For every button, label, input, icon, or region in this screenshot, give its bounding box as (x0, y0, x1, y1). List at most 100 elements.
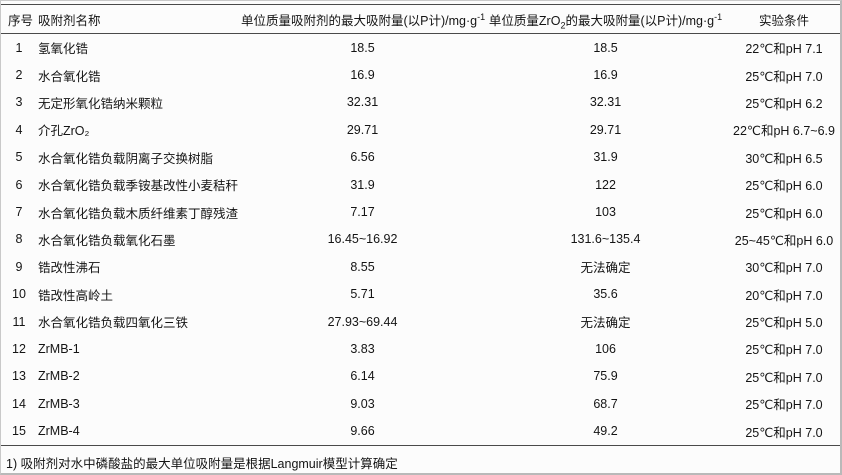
cell-max-adsorption-per-zro2: 131.6~135.4 (570, 232, 641, 247)
table-row: 11 水合氧化锆负载四氧化三铁 27.93~69.44 无法确定 25℃和pH … (1, 308, 840, 335)
cell-adsorbent-name: 水合氧化锆负载四氧化三铁 (38, 316, 189, 331)
header-col4-superscript: -1 (714, 11, 723, 22)
cell-adsorbent-name: 水合氧化锆负载氧化石墨 (38, 233, 176, 248)
cell-max-adsorption-per-zro2: 无法确定 (580, 261, 631, 276)
cell-adsorbent-name: 水合氧化锆 (38, 69, 101, 84)
table-row: 2 水合氧化锆 16.9 16.9 25℃和pH 7.0 (1, 61, 840, 88)
cell-max-adsorption-per-adsorbent: 3.83 (350, 341, 375, 356)
table-row: 8 水合氧化锆负载氧化石墨 16.45~16.92 131.6~135.4 25… (1, 226, 840, 253)
cell-serial-number: 8 (15, 232, 23, 247)
table-row: 9 锆改性沸石 8.55 无法确定 30℃和pH 7.0 (1, 253, 840, 280)
header-col4-text-mid: 的最大吸附量(以P计)/mg·g (565, 13, 715, 28)
header-col4-subscript: 2 (560, 20, 566, 30)
cell-serial-number: 12 (12, 341, 26, 356)
cell-max-adsorption-per-adsorbent: 16.9 (350, 68, 375, 83)
cell-experimental-conditions: 30℃和pH 6.5 (745, 151, 823, 166)
cell-serial-number: 14 (12, 396, 26, 411)
cell-max-adsorption-per-zro2: 49.2 (484, 417, 727, 446)
cell-experimental-conditions: 25℃和pH 5.0 (745, 316, 823, 331)
cell-adsorbent-name: 介孔ZrO₂ (38, 124, 90, 139)
table-row: 6 水合氧化锆负载季铵基改性小麦秸秆 31.9 122 25℃和pH 6.0 (1, 171, 840, 198)
cell-serial-number: 2 (15, 68, 23, 83)
header-serial-number: 序号 (1, 4, 37, 34)
table-row: 14 ZrMB-3 9.03 68.7 25℃和pH 7.0 (1, 390, 840, 417)
table-row: 10 锆改性高岭土 5.71 35.6 20℃和pH 7.0 (1, 281, 840, 308)
cell-max-adsorption-per-adsorbent: 9.03 (350, 396, 375, 411)
cell-max-adsorption-per-adsorbent: 5.71 (350, 287, 375, 302)
cell-max-adsorption-per-adsorbent: 9.66 (241, 417, 484, 446)
cell-adsorbent-name: 水合氧化锆负载木质纤维素丁醇残渣 (38, 206, 239, 221)
cell-serial-number: 3 (15, 95, 23, 110)
cell-serial-number: 13 (12, 369, 26, 384)
cell-experimental-conditions: 22℃和pH 6.7~6.9 (733, 124, 835, 139)
cell-experimental-conditions: 22℃和pH 7.1 (745, 42, 823, 57)
table-row: 12 ZrMB-1 3.83 106 25℃和pH 7.0 (1, 335, 840, 362)
cell-serial-number: 6 (15, 177, 23, 192)
cell-serial-number: 9 (15, 259, 23, 274)
table-footnote: 1) 吸附剂对水中磷酸盐的最大单位吸附量是根据Langmuir模型计算确定 (6, 456, 398, 471)
table-row: 4 介孔ZrO₂ 29.71 29.71 22℃和pH 6.7~6.9 (1, 116, 840, 143)
cell-adsorbent-name: ZrMB-1 (38, 341, 80, 356)
cell-experimental-conditions: 25℃和pH 6.0 (745, 206, 823, 221)
cell-max-adsorption-per-zro2: 31.9 (593, 150, 618, 165)
cell-max-adsorption-per-adsorbent: 8.55 (350, 259, 375, 274)
cell-serial-number: 7 (15, 205, 23, 220)
cell-serial-number: 4 (15, 122, 23, 137)
cell-max-adsorption-per-adsorbent: 31.9 (350, 177, 375, 192)
cell-max-adsorption-per-zro2: 32.31 (589, 95, 622, 110)
table-header: 序号 吸附剂名称 单位质量吸附剂的最大吸附量(以P计)/mg·g-1 单位质量Z… (1, 4, 840, 34)
table-row: 1 氢氧化锆 18.5 18.5 22℃和pH 7.1 (1, 34, 840, 62)
header-col3-text: 单位质量吸附剂的最大吸附量(以P计)/mg·g (241, 13, 478, 28)
cell-experimental-conditions: 25℃和pH 6.0 (745, 179, 823, 194)
cell-max-adsorption-per-adsorbent: 16.45~16.92 (327, 232, 398, 247)
cell-experimental-conditions: 20℃和pH 7.0 (745, 288, 823, 303)
cell-serial-number: 11 (12, 314, 26, 329)
cell-adsorbent-name: 氢氧化锆 (38, 42, 89, 57)
cell-max-adsorption-per-zro2: 68.7 (593, 396, 618, 411)
table-body: 1 氢氧化锆 18.5 18.5 22℃和pH 7.1 2 水合氧化锆 16.9… (1, 34, 840, 446)
cell-adsorbent-name: 水合氧化锆负载季铵基改性小麦秸秆 (38, 179, 239, 194)
cell-experimental-conditions: 25℃和pH 7.0 (727, 417, 840, 446)
header-col3-superscript: -1 (477, 11, 486, 22)
cell-max-adsorption-per-zro2: 106 (595, 341, 616, 356)
cell-experimental-conditions: 30℃和pH 7.0 (745, 261, 823, 276)
header-max-adsorption-per-zro2: 单位质量ZrO2的最大吸附量(以P计)/mg·g-1 (484, 4, 727, 34)
cell-adsorbent-name: ZrMB-3 (38, 396, 80, 411)
cell-experimental-conditions: 25℃和pH 7.0 (745, 343, 823, 358)
cell-max-adsorption-per-zro2: 103 (595, 205, 616, 220)
cell-adsorbent-name: 锆改性高岭土 (38, 288, 114, 303)
table-row: 7 水合氧化锆负载木质纤维素丁醇残渣 7.17 103 25℃和pH 6.0 (1, 198, 840, 225)
adsorbents-table: 序号 吸附剂名称 单位质量吸附剂的最大吸附量(以P计)/mg·g-1 单位质量Z… (1, 4, 840, 446)
cell-max-adsorption-per-adsorbent: 7.17 (350, 205, 375, 220)
header-adsorbent-name: 吸附剂名称 (37, 4, 241, 34)
cell-experimental-conditions: 25℃和pH 7.0 (745, 69, 823, 84)
cell-max-adsorption-per-zro2: 122 (595, 177, 616, 192)
table-row: 15 ZrMB-4 9.66 49.2 25℃和pH 7.0 (1, 417, 840, 446)
cell-experimental-conditions: 25℃和pH 7.0 (745, 398, 823, 413)
cell-adsorbent-name: ZrMB-4 (37, 417, 241, 446)
cell-experimental-conditions: 25℃和pH 7.0 (745, 370, 823, 385)
cell-adsorbent-name: 水合氧化锆负载阴离子交换树脂 (38, 151, 214, 166)
cell-experimental-conditions: 25~45℃和pH 6.0 (734, 233, 834, 248)
cell-adsorbent-name: 无定形氧化锆纳米颗粒 (38, 96, 164, 111)
table-row: 3 无定形氧化锆纳米颗粒 32.31 32.31 25℃和pH 6.2 (1, 89, 840, 116)
cell-max-adsorption-per-adsorbent: 29.71 (346, 122, 379, 137)
cell-experimental-conditions: 25℃和pH 6.2 (745, 96, 823, 111)
cell-adsorbent-name: ZrMB-2 (38, 369, 80, 384)
cell-max-adsorption-per-zro2: 16.9 (593, 68, 618, 83)
cell-serial-number: 1 (15, 40, 23, 55)
cell-max-adsorption-per-zro2: 无法确定 (580, 316, 631, 331)
cell-adsorbent-name: 锆改性沸石 (38, 261, 101, 276)
header-experimental-conditions: 实验条件 (727, 4, 840, 34)
header-max-adsorption-per-adsorbent: 单位质量吸附剂的最大吸附量(以P计)/mg·g-1 (241, 4, 486, 34)
cell-serial-number: 15 (1, 417, 37, 446)
cell-max-adsorption-per-adsorbent: 6.56 (350, 150, 375, 165)
header-row: 序号 吸附剂名称 单位质量吸附剂的最大吸附量(以P计)/mg·g-1 单位质量Z… (1, 4, 840, 34)
cell-max-adsorption-per-adsorbent: 6.14 (350, 369, 375, 384)
cell-serial-number: 5 (15, 150, 23, 165)
header-col4-text-pre: 单位质量ZrO (488, 13, 561, 28)
cell-max-adsorption-per-adsorbent: 27.93~69.44 (327, 314, 398, 329)
table-row: 5 水合氧化锆负载阴离子交换树脂 6.56 31.9 30℃和pH 6.5 (1, 144, 840, 171)
cell-serial-number: 10 (12, 287, 26, 302)
